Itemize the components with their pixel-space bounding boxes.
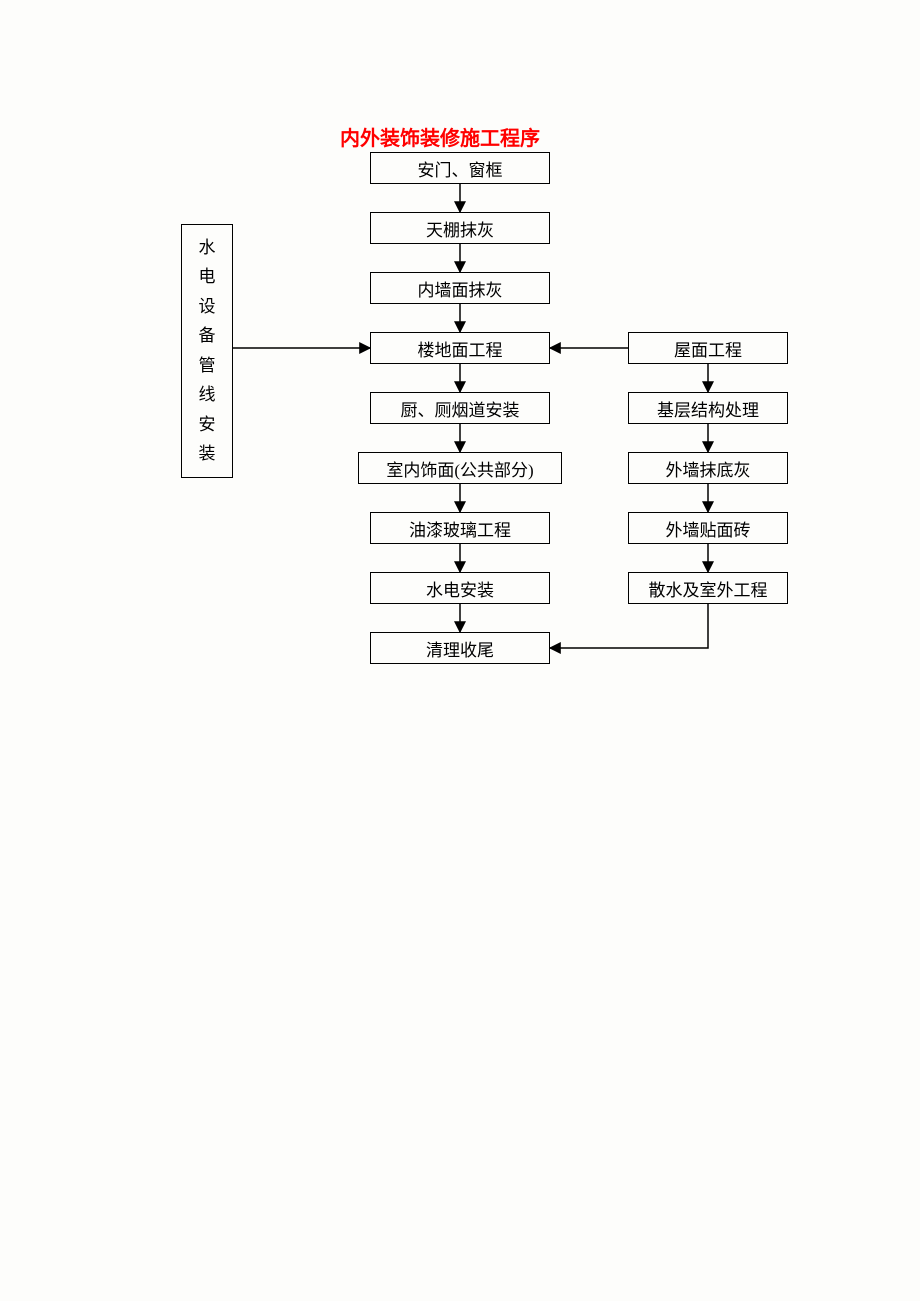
- node-cleanup: 清理收尾: [370, 632, 550, 664]
- node-exterior-base-plaster: 外墙抹底灰: [628, 452, 788, 484]
- node-exterior-tile: 外墙贴面砖: [628, 512, 788, 544]
- node-mep-install: 水电安装: [370, 572, 550, 604]
- node-apron-outdoor: 散水及室外工程: [628, 572, 788, 604]
- node-base-treatment: 基层结构处理: [628, 392, 788, 424]
- node-install-door-window: 安门、窗框: [370, 152, 550, 184]
- flowchart-canvas: 内外装饰装修施工程序 水电设备管线安装 安门、窗框 天棚抹灰 内墙面抹灰 楼地面…: [0, 0, 920, 1301]
- node-flue-install: 厨、厕烟道安装: [370, 392, 550, 424]
- node-roof-engineering: 屋面工程: [628, 332, 788, 364]
- node-ceiling-plaster: 天棚抹灰: [370, 212, 550, 244]
- node-sidebar: 水电设备管线安装: [181, 224, 233, 478]
- diagram-title: 内外装饰装修施工程序: [340, 122, 540, 151]
- node-interior-wall-plaster: 内墙面抹灰: [370, 272, 550, 304]
- node-floor-engineering: 楼地面工程: [370, 332, 550, 364]
- node-interior-finish: 室内饰面(公共部分): [358, 452, 562, 484]
- node-paint-glass: 油漆玻璃工程: [370, 512, 550, 544]
